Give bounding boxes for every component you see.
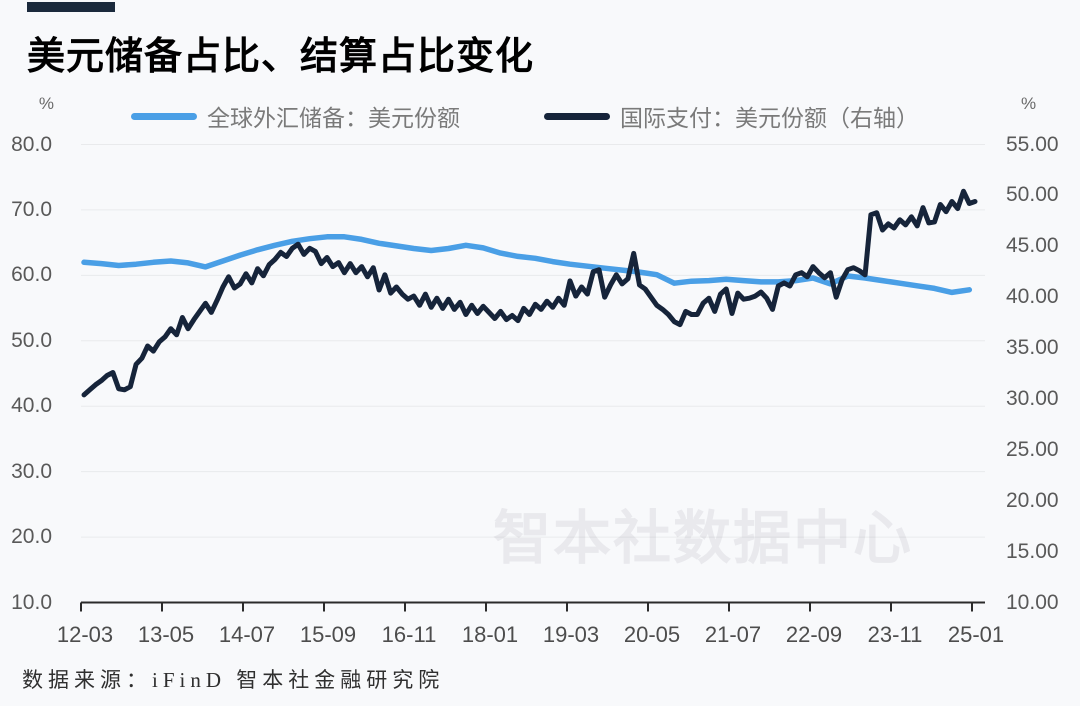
chart-title: 美元储备占比、结算占比变化	[27, 36, 535, 78]
axis-tick-label: 20-05	[623, 622, 681, 647]
axis-tick-label: 10.00	[1006, 590, 1059, 614]
axis-tick-label: 25.00	[1006, 437, 1059, 461]
legend-item-intl-payments: 国际支付：美元份额（右轴）	[544, 102, 919, 131]
axis-tick-label: 35.00	[1006, 336, 1059, 360]
right-axis-unit: %	[1021, 94, 1037, 113]
series-fx-reserves	[81, 234, 973, 296]
axis-tick-label: 15-09	[299, 622, 357, 647]
axis-tick-label: 19-03	[542, 622, 600, 647]
axis-tick-label: 80.0	[11, 132, 52, 156]
legend-line-swatch-blue	[131, 112, 197, 120]
axis-tick-label: 12-03	[56, 622, 114, 647]
axis-tick-label: 15.00	[1006, 539, 1059, 563]
axis-tick-label: 45.00	[1006, 234, 1059, 258]
axis-tick-label: 30.0	[11, 459, 52, 483]
axis-tick-label: 18-01	[461, 622, 519, 647]
axis-tick-label: 40.00	[1006, 285, 1059, 309]
axis-tick-label: 50.0	[11, 328, 52, 352]
axis-tick-label: 13-05	[137, 622, 195, 647]
axis-tick-label: 55.00	[1006, 132, 1059, 156]
legend-item-fx-reserves: 全球外汇储备：美元份额	[131, 102, 460, 131]
axis-tick-label: 21-07	[704, 622, 762, 647]
left-axis-unit: %	[38, 94, 54, 113]
legend-label: 国际支付：美元份额（右轴）	[620, 105, 919, 131]
axis-tick-label: 50.00	[1006, 183, 1059, 207]
axis-tick-label: 40.0	[11, 394, 52, 418]
legend-line-swatch-dark	[544, 112, 610, 120]
axis-tick-label: 70.0	[11, 197, 52, 221]
axis-tick-label: 30.00	[1006, 386, 1059, 410]
axis-tick-label: 23-11	[867, 622, 923, 647]
axis-tick-label: 22-09	[785, 622, 843, 647]
axis-tick-label: 16-11	[381, 622, 437, 647]
axis-tick-label: 14-07	[218, 622, 276, 647]
data-source-note: 数据来源：iFinD 智本社金融研究院	[22, 668, 445, 692]
legend-label: 全球外汇储备：美元份额	[207, 105, 460, 131]
axis-tick-label: 20.0	[11, 525, 52, 549]
axis-tick-label: 25-01	[947, 622, 1005, 647]
axis-tick-label: 60.0	[11, 263, 52, 287]
series-intl-payments	[81, 188, 978, 398]
title-accent-bar	[27, 2, 115, 12]
axis-tick-label: 10.0	[11, 590, 52, 614]
axis-tick-label: 20.00	[1006, 488, 1059, 512]
